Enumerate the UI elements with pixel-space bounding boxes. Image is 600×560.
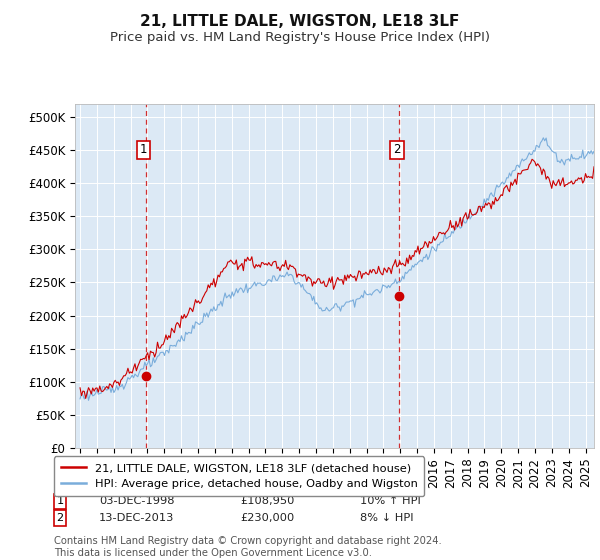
Legend: 21, LITTLE DALE, WIGSTON, LE18 3LF (detached house), HPI: Average price, detache: 21, LITTLE DALE, WIGSTON, LE18 3LF (deta…: [53, 456, 424, 496]
Text: 2: 2: [393, 143, 401, 156]
Text: 13-DEC-2013: 13-DEC-2013: [99, 513, 175, 523]
Text: This data is licensed under the Open Government Licence v3.0.: This data is licensed under the Open Gov…: [54, 548, 372, 558]
Text: £108,950: £108,950: [240, 496, 295, 506]
Text: Contains HM Land Registry data © Crown copyright and database right 2024.: Contains HM Land Registry data © Crown c…: [54, 536, 442, 547]
Text: 2: 2: [56, 513, 64, 523]
Text: 03-DEC-1998: 03-DEC-1998: [99, 496, 175, 506]
Text: Price paid vs. HM Land Registry's House Price Index (HPI): Price paid vs. HM Land Registry's House …: [110, 31, 490, 44]
Text: £230,000: £230,000: [240, 513, 294, 523]
Text: 21, LITTLE DALE, WIGSTON, LE18 3LF: 21, LITTLE DALE, WIGSTON, LE18 3LF: [140, 14, 460, 29]
Text: 1: 1: [140, 143, 148, 156]
Text: 1: 1: [56, 496, 64, 506]
Text: 8% ↓ HPI: 8% ↓ HPI: [360, 513, 413, 523]
Text: 10% ↑ HPI: 10% ↑ HPI: [360, 496, 421, 506]
